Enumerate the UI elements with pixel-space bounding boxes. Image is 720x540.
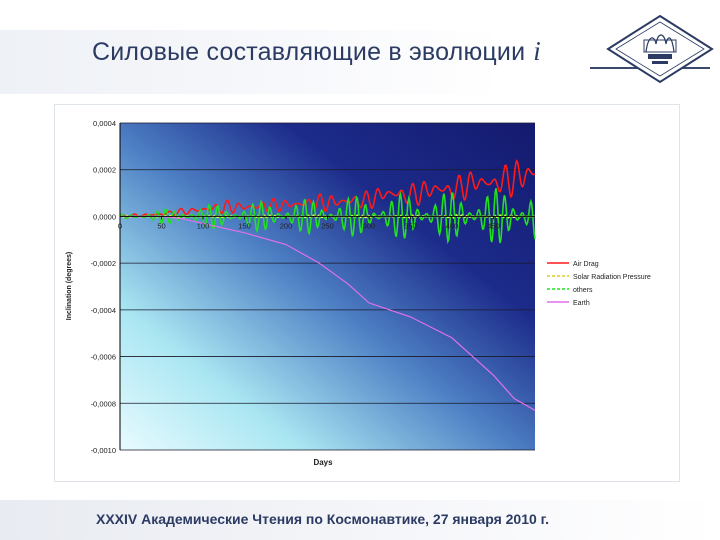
slide-title-text: Силовые составляющие в эволюции bbox=[92, 38, 526, 66]
legend-label: Solar Radiation Pressure bbox=[573, 274, 651, 281]
x-tick-label: 450 bbox=[487, 221, 500, 230]
x-tick-label: 300 bbox=[363, 221, 376, 230]
footer-band bbox=[0, 500, 720, 540]
x-tick-label: 200 bbox=[280, 221, 293, 230]
legend: Air Drag Solar Radiation Pressure others Ea… bbox=[547, 261, 651, 307]
x-axis-label: Days bbox=[313, 458, 333, 467]
legend-label: Air Drag bbox=[573, 261, 599, 268]
series-air-drag-line bbox=[119, 159, 536, 219]
chart-panel: 0,0004 0,0002 0,0000 -0,0002 -0,0004 -0,0006 -… bbox=[54, 104, 680, 482]
y-tick-label: -0,0006 bbox=[91, 353, 116, 362]
legend-label: others bbox=[573, 287, 593, 294]
inclination-chart: 0,0004 0,0002 0,0000 -0,0002 -0,0004 -0,0006 -… bbox=[66, 119, 651, 467]
y-tick-label: -0,0002 bbox=[91, 259, 116, 268]
y-tick-label: 0,0004 bbox=[93, 119, 116, 128]
y-tick-label: -0,0010 bbox=[91, 446, 116, 455]
organization-logo bbox=[606, 14, 714, 84]
x-tick-label: 100 bbox=[197, 221, 210, 230]
x-tick-label: 50 bbox=[157, 221, 165, 230]
y-tick-label: 0,0000 bbox=[93, 212, 116, 221]
x-tick-label: 400 bbox=[446, 221, 459, 230]
axes: 0,0004 0,0002 0,0000 -0,0002 -0,0004 -0,0006 -… bbox=[91, 119, 535, 455]
y-tick-label: -0,0004 bbox=[91, 306, 116, 315]
x-tick-label: 350 bbox=[404, 221, 417, 230]
y-tick-label: 0,0002 bbox=[93, 166, 116, 175]
x-tick-label: 150 bbox=[238, 221, 251, 230]
x-tick-label: 250 bbox=[321, 221, 334, 230]
slide-title-symbol: i bbox=[533, 36, 541, 66]
plot-area bbox=[120, 123, 535, 450]
legend-label: Earth bbox=[573, 300, 590, 307]
y-axis-label: Inclination (degrees) bbox=[66, 252, 73, 320]
title-band bbox=[0, 30, 720, 94]
slide-title: Силовые составляющие в эволюции i bbox=[92, 36, 541, 67]
series-earth-line bbox=[120, 215, 536, 411]
y-tick-label: -0,0008 bbox=[91, 399, 116, 408]
slide-footer: XXXIV Академические Чтения по Космонавти… bbox=[96, 511, 549, 527]
